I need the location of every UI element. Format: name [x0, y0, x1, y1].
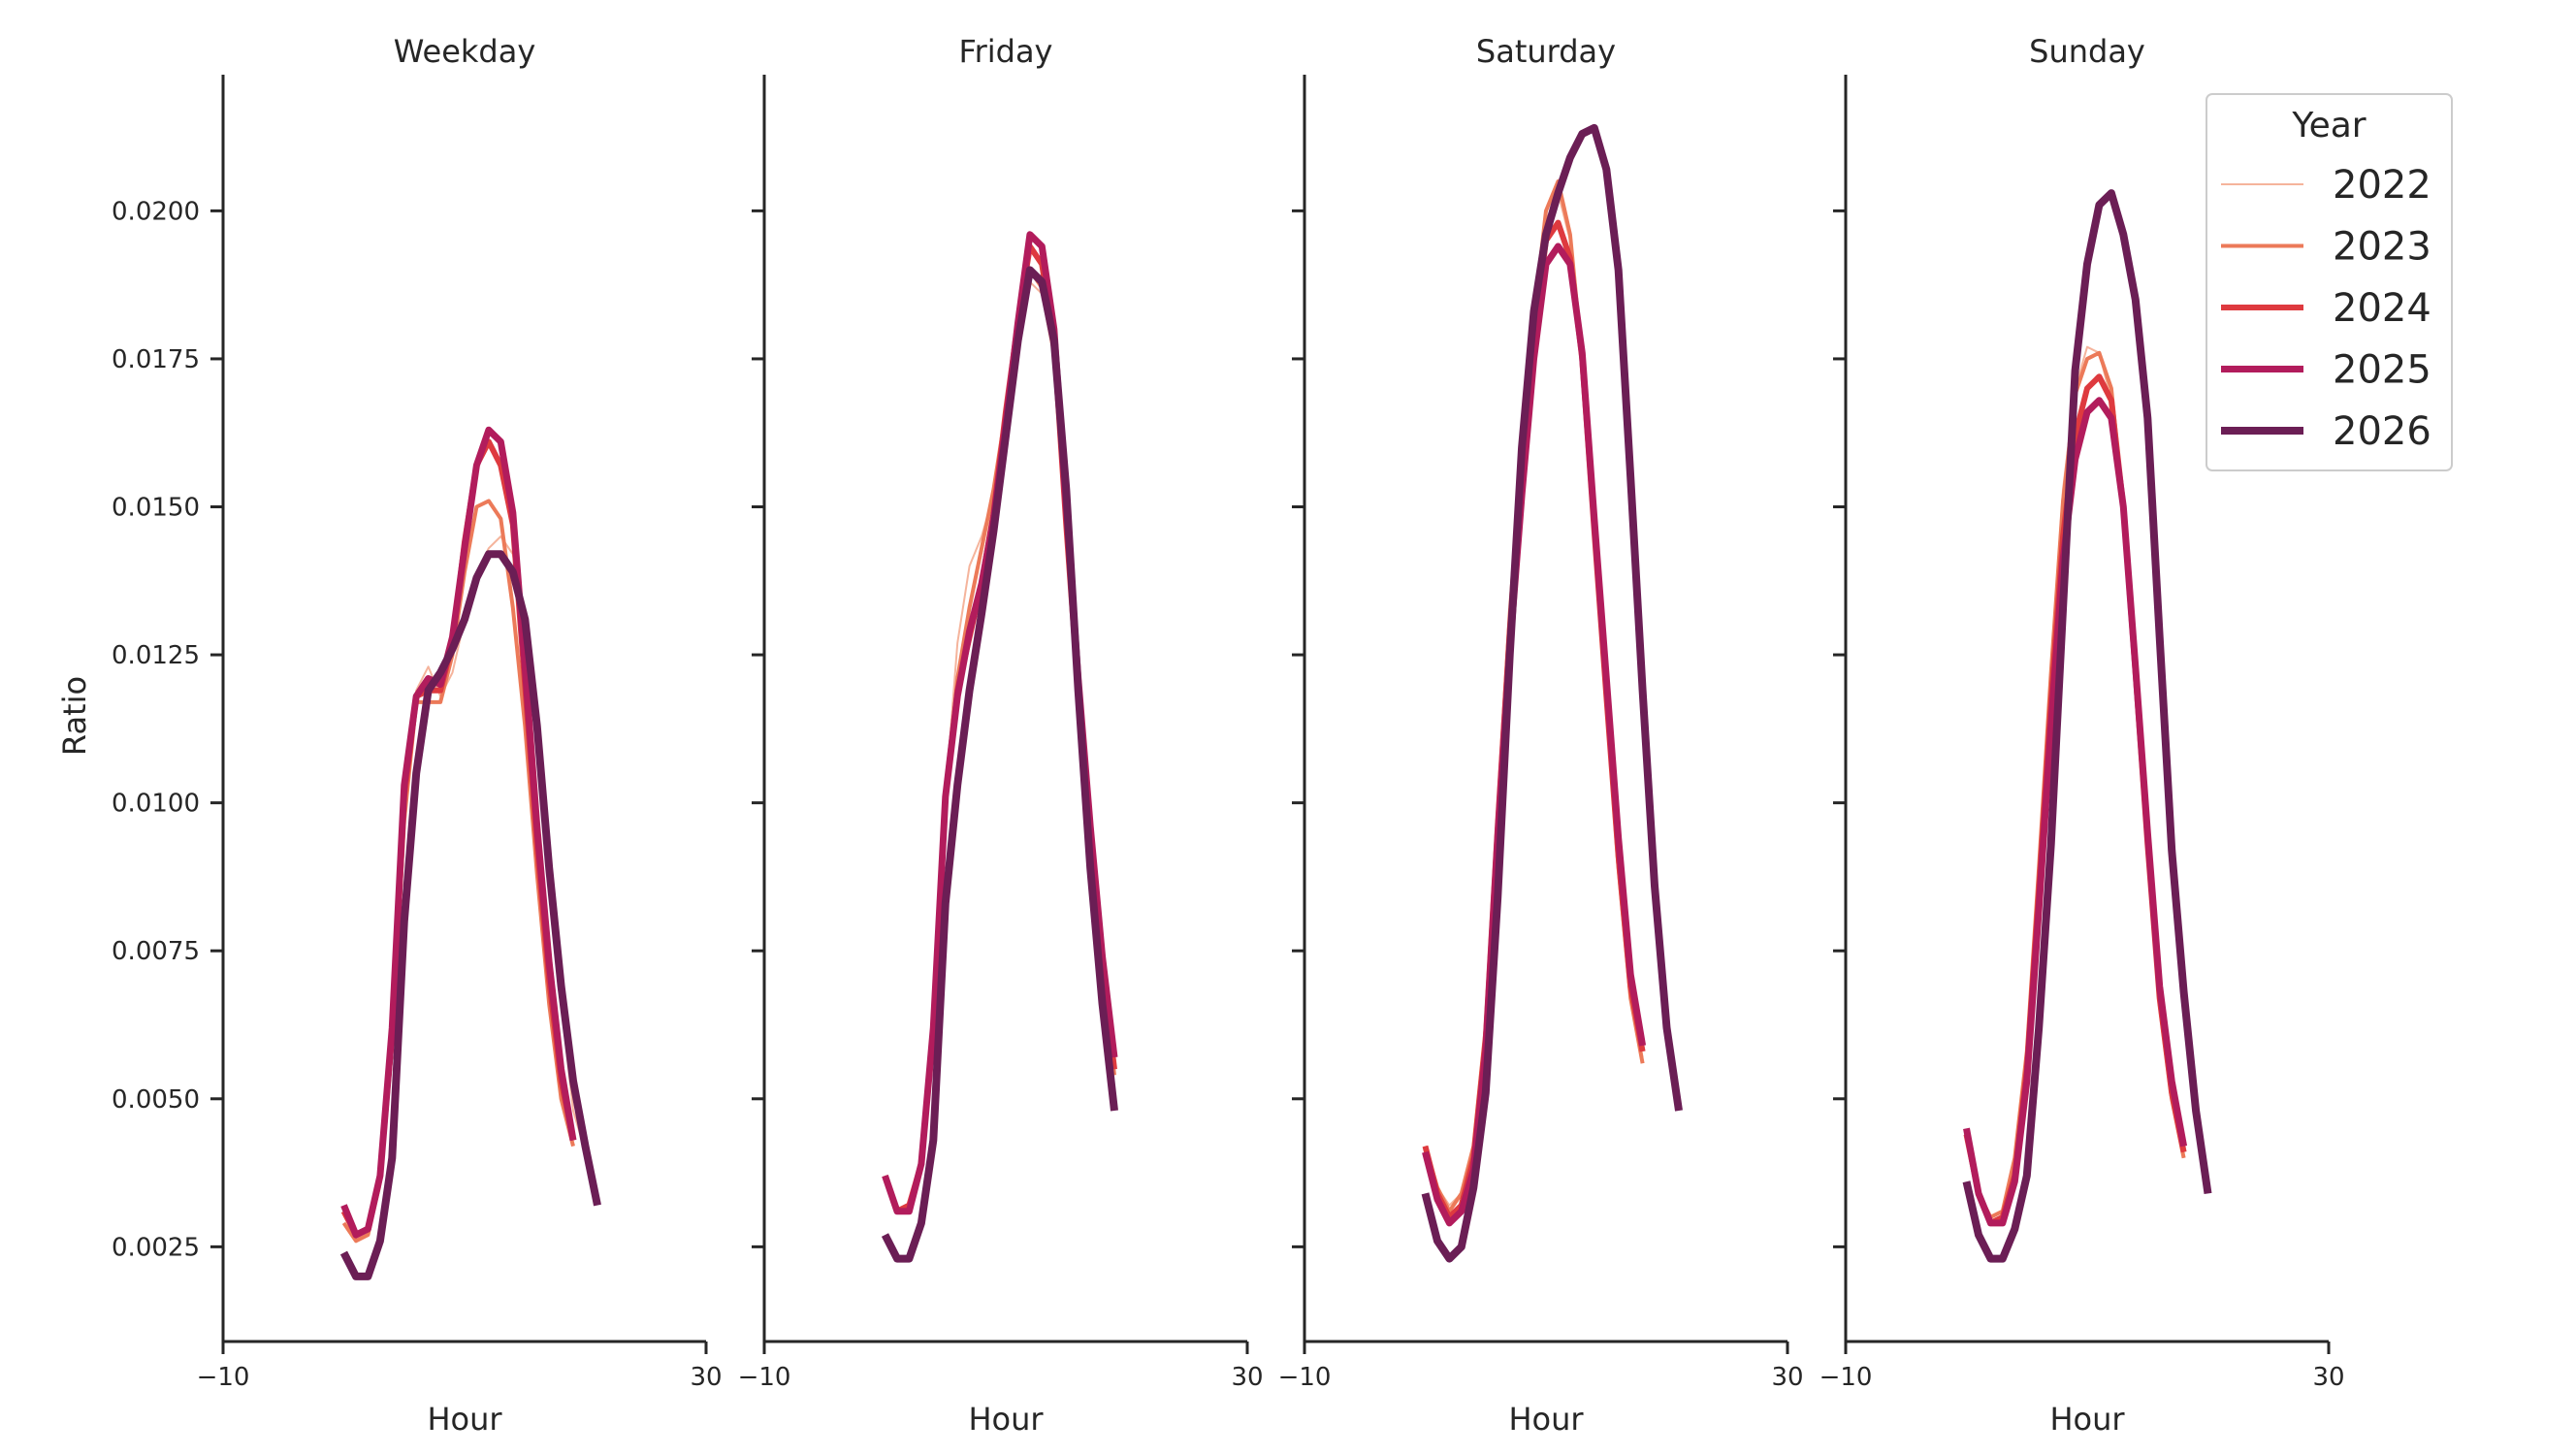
- series-line-2026: [1962, 189, 2212, 1263]
- x-tick-label: 30: [1771, 1363, 1803, 1392]
- y-tick-label: 0.0025: [112, 1233, 200, 1262]
- series-line-2026: [881, 266, 1118, 1263]
- legend-box: [2206, 93, 2453, 471]
- x-axis-label: Hour: [1508, 1401, 1584, 1438]
- panel-weekday: Weekday 0.0025 0.0050 0.0075 0.0100 0.0125 0.0…: [112, 33, 723, 1438]
- panel-title: Weekday: [394, 33, 536, 70]
- series-line-2025: [1963, 397, 2188, 1227]
- legend-label-2023: 2023: [2333, 225, 2431, 270]
- x-tick-label: −10: [1278, 1363, 1332, 1392]
- y-axis-label: Ratio: [56, 676, 93, 756]
- legend-title: Year: [2291, 106, 2366, 146]
- panel-title: Saturday: [1476, 33, 1616, 70]
- legend-label-2026: 2026: [2333, 409, 2431, 454]
- panel-saturday: Saturday −10 30 Hour: [1278, 33, 1804, 1438]
- x-tick-label: −10: [197, 1363, 250, 1392]
- x-tick-label: −10: [738, 1363, 791, 1392]
- y-tick-label: 0.0175: [112, 345, 200, 374]
- x-tick-label: −10: [1819, 1363, 1873, 1392]
- y-tick-label: 0.0125: [112, 641, 200, 670]
- x-axis-label: Hour: [968, 1401, 1044, 1438]
- chart-panels: Weekday 0.0025 0.0050 0.0075 0.0100 0.0125 0.0…: [112, 33, 2345, 1438]
- legend: Year 2022 2023 2024 2025 2026: [2206, 93, 2453, 471]
- series-line-2026: [339, 550, 601, 1280]
- legend-label-2022: 2022: [2333, 163, 2431, 208]
- panel-title: Friday: [959, 33, 1053, 70]
- x-tick-label: 30: [2312, 1363, 2344, 1392]
- y-tick-label: 0.0050: [112, 1085, 200, 1115]
- x-axis-label: Hour: [427, 1401, 502, 1438]
- panel-friday: Friday −10 30 Hour: [738, 33, 1264, 1438]
- series-line-2025: [1422, 242, 1647, 1227]
- y-axis-label-group: Ratio: [56, 676, 93, 756]
- y-tick-label: 0.0075: [112, 937, 200, 966]
- x-tick-label: 30: [690, 1363, 722, 1392]
- series-line-2026: [1421, 123, 1683, 1263]
- y-tick-label: 0.0100: [112, 790, 200, 819]
- y-tick-label: 0.0200: [112, 197, 200, 226]
- y-tick-label: 0.0150: [112, 494, 200, 523]
- panel-title: Sunday: [2029, 33, 2145, 70]
- panel-sunday: Sunday −10 30 Hour: [1819, 33, 2345, 1438]
- series-line-2025: [340, 426, 577, 1239]
- legend-label-2025: 2025: [2333, 348, 2431, 393]
- legend-label-2024: 2024: [2333, 286, 2431, 331]
- x-axis-label: Hour: [2049, 1401, 2125, 1438]
- x-tick-label: 30: [1231, 1363, 1263, 1392]
